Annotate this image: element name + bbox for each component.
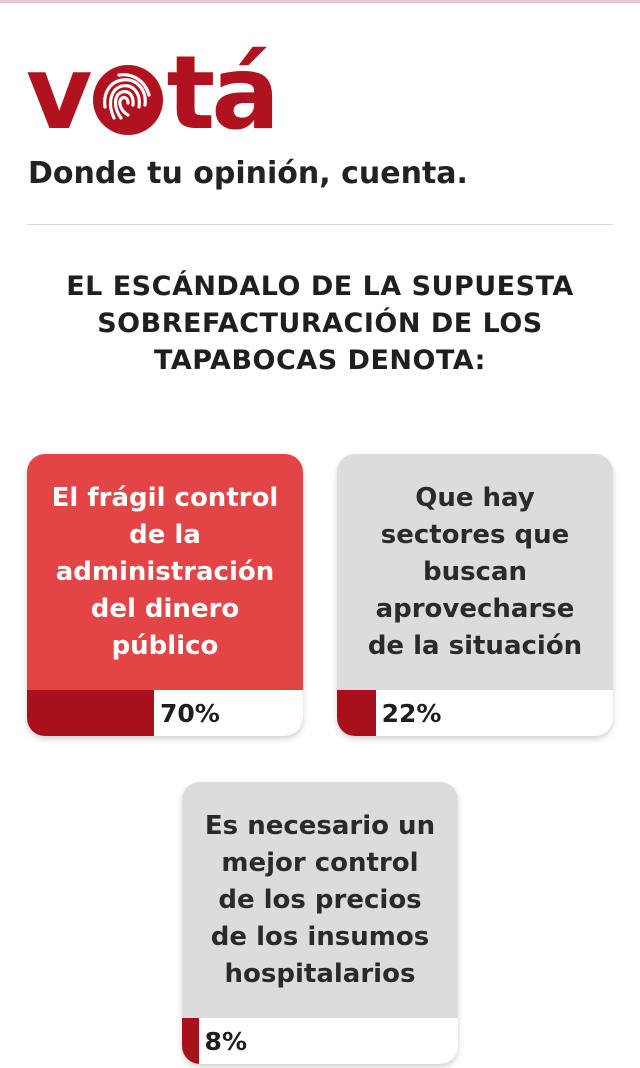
result-percent: 22%	[381, 698, 442, 728]
result-bar-fill	[27, 690, 154, 736]
result-bar-fill	[182, 1018, 199, 1064]
poll-option-3[interactable]: Es necesario un mejor control de los pre…	[182, 782, 458, 1064]
fingerprint-icon	[91, 63, 165, 137]
result-bar-fill	[337, 690, 376, 736]
result-percent: 70%	[159, 698, 220, 728]
poll-option-1[interactable]: El frágil control de la administración d…	[27, 454, 303, 736]
poll-option-2[interactable]: Que hay sectores que buscan aprovecharse…	[337, 454, 613, 736]
result-bar: 8%	[182, 1018, 458, 1064]
poll-question: EL ESCÁNDALO DE LA SUPUESTA SOBREFACTURA…	[66, 271, 574, 376]
result-bar: 22%	[337, 690, 613, 736]
option-label: Que hay sectores que buscan aprovecharse…	[367, 482, 583, 661]
logo-letters-ta: tá	[166, 34, 281, 153]
tagline: Donde tu opinión, cuenta.	[28, 156, 468, 191]
top-border	[0, 0, 640, 3]
result-bar: 70%	[27, 690, 303, 736]
option-label: Es necesario un mejor control de los pre…	[204, 810, 436, 989]
logo-letter-v: v	[26, 34, 92, 153]
brand-logo: v tá	[26, 34, 281, 153]
option-label: El frágil control de la administración d…	[51, 482, 279, 661]
result-percent: 8%	[204, 1026, 247, 1056]
divider	[27, 224, 613, 225]
